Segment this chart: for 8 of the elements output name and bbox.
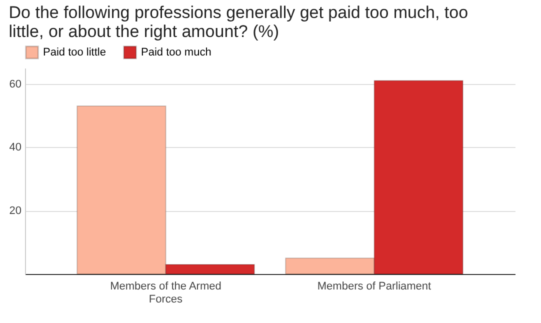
y-tick-label: 20 [9, 205, 22, 218]
legend-label: Paid too much [141, 46, 212, 58]
y-tick-label: 60 [9, 78, 22, 90]
x-tick-label: Members of the Armed Forces [110, 280, 222, 306]
legend-label: Paid too little [43, 46, 106, 58]
y-tick-label: 40 [9, 142, 22, 154]
x-tick-label: Members of Parliament [317, 280, 432, 292]
chart-title: Do the following professions generally get paid too much, too little, or about the right amount? (%) [8, 3, 468, 41]
